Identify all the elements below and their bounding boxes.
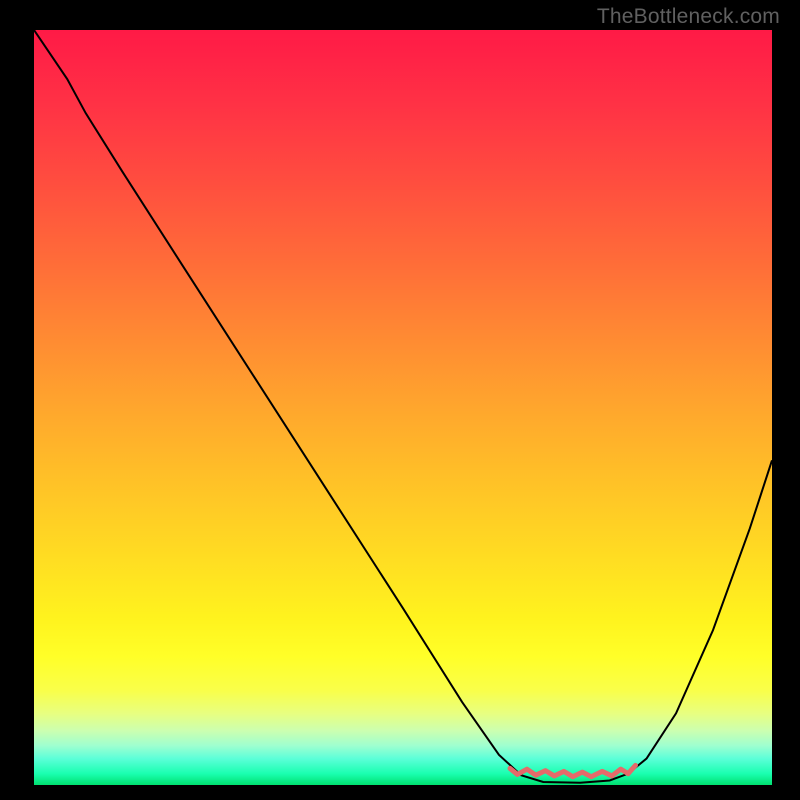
chart-container (34, 30, 772, 785)
watermark-text: TheBottleneck.com (597, 5, 780, 29)
bottleneck-curve (34, 30, 772, 783)
chart-overlay (34, 30, 772, 785)
highlight-wiggle (510, 765, 635, 776)
